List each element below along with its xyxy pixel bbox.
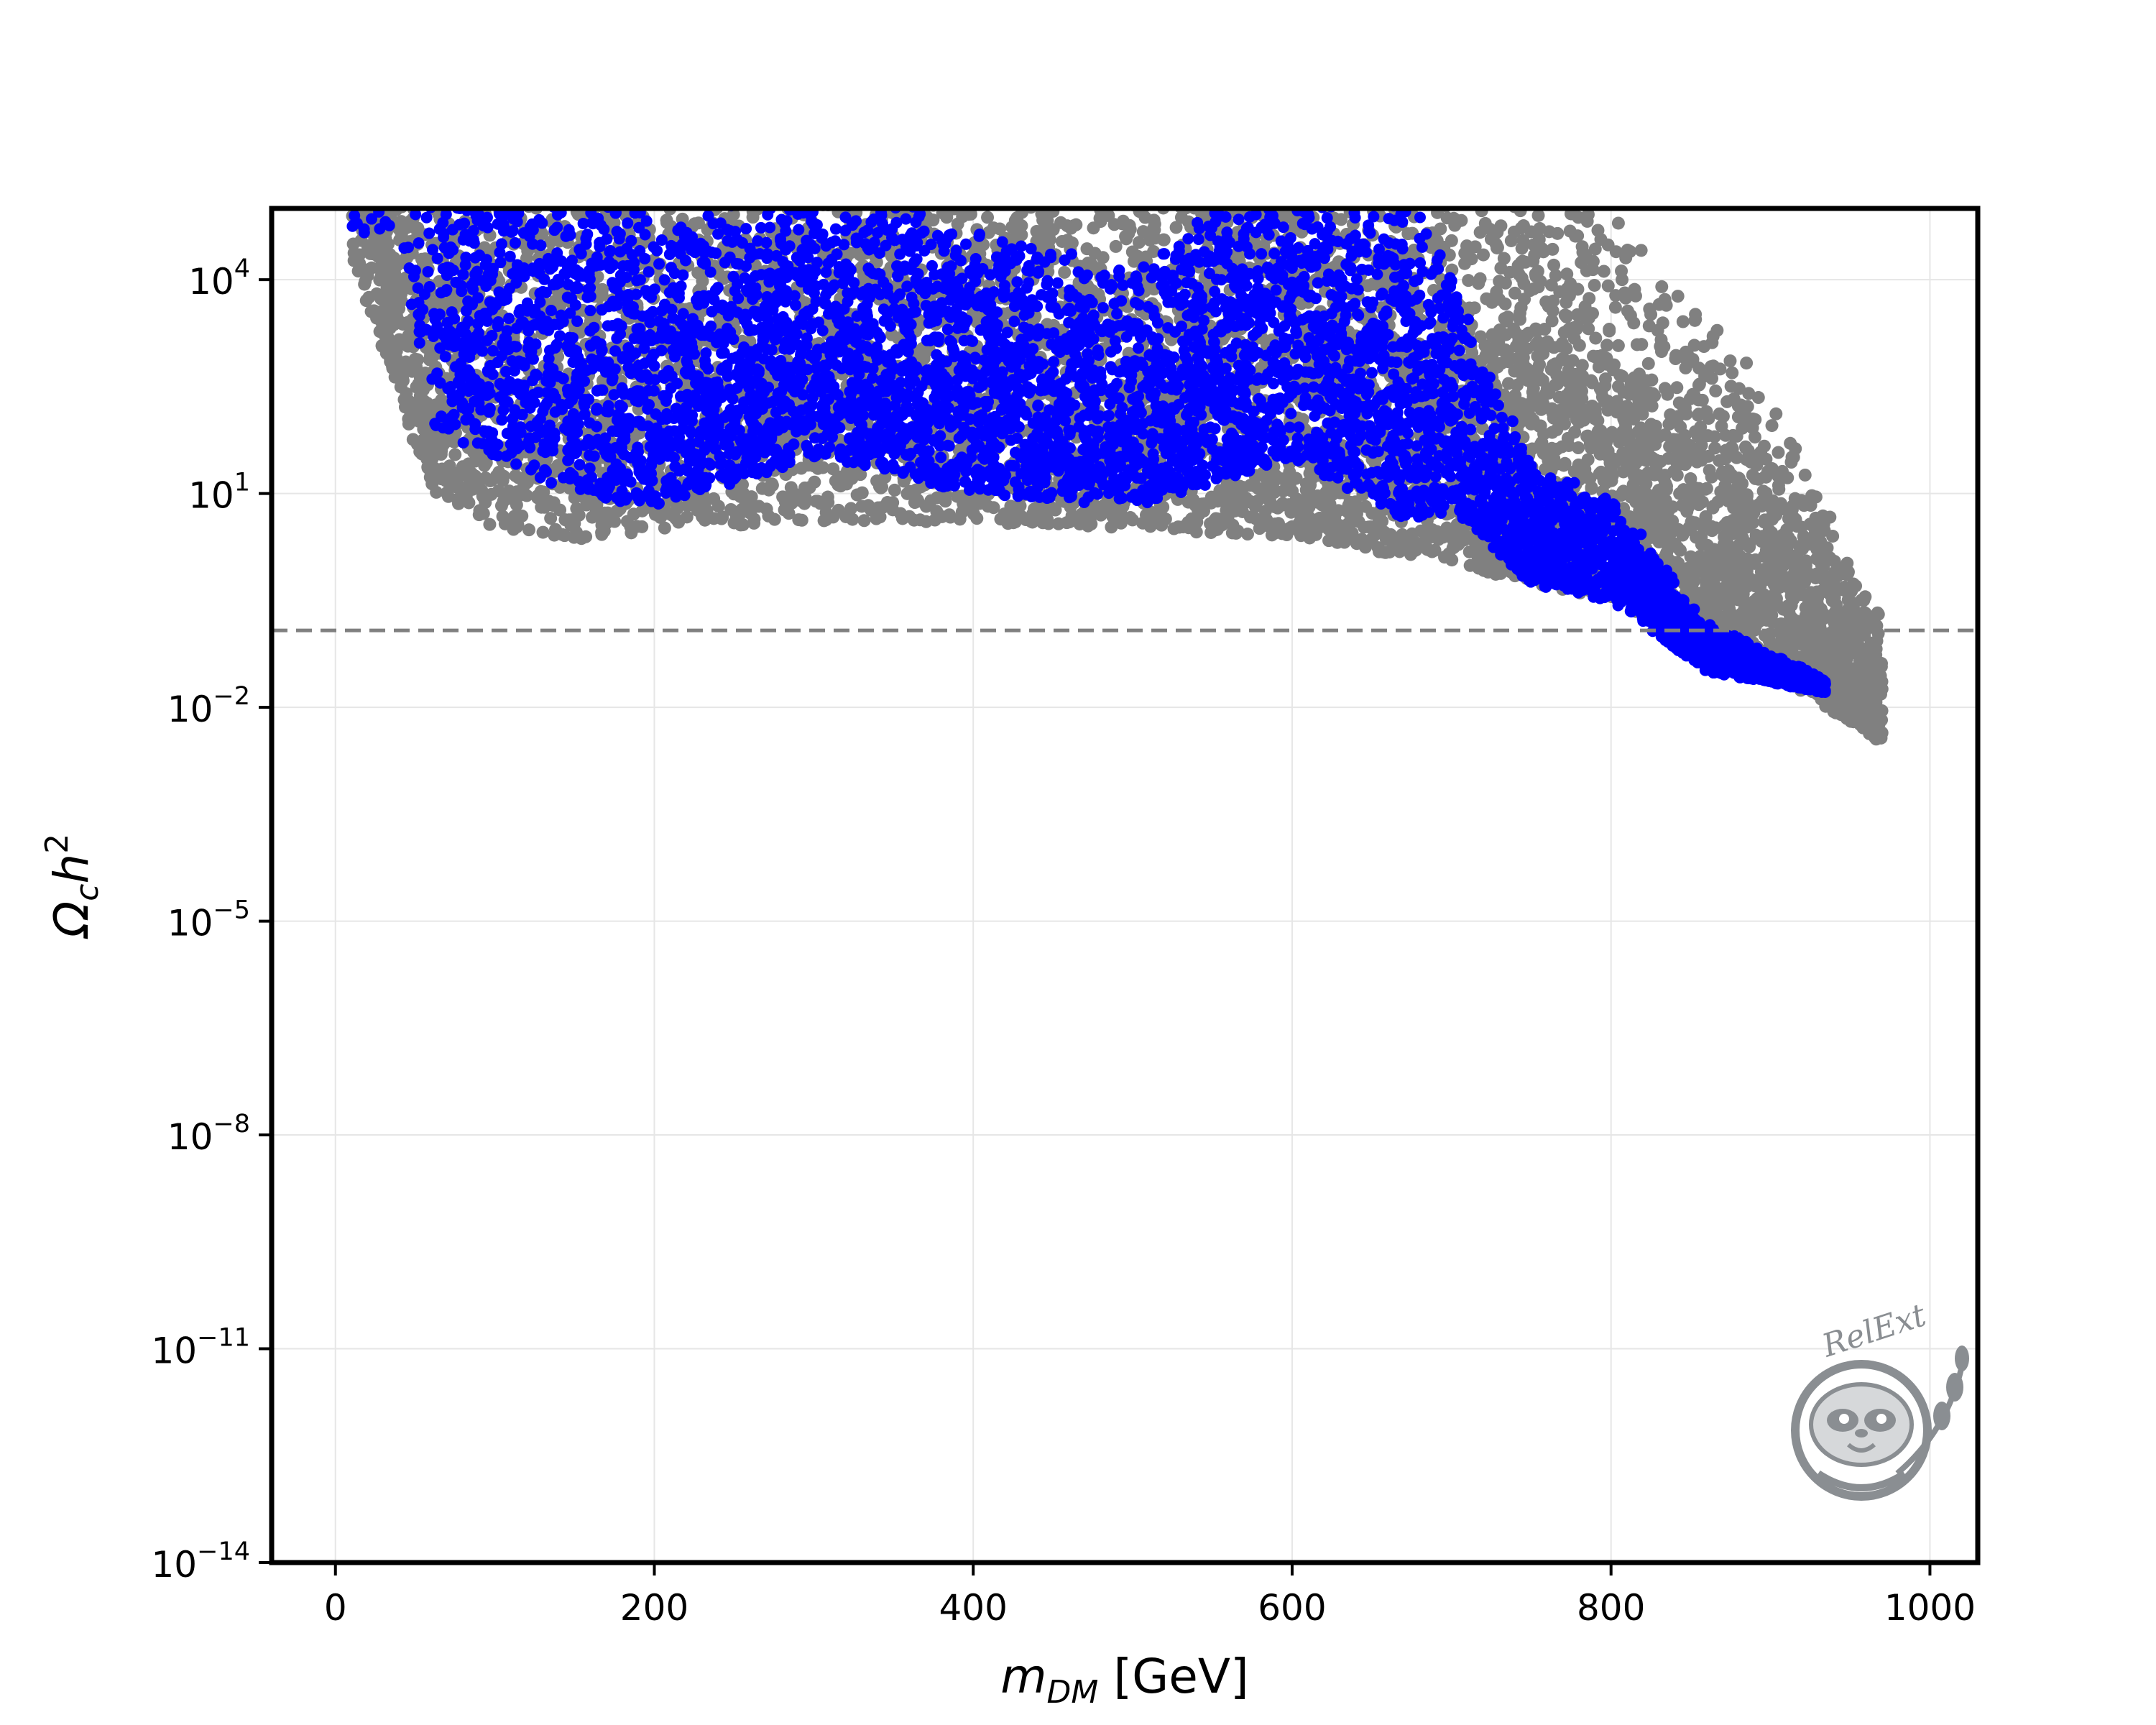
data-point [537,526,550,539]
data-point [1758,440,1771,453]
data-point [1508,287,1521,300]
data-point [1799,469,1812,482]
data-point [1241,528,1254,540]
data-point [1588,279,1601,292]
data-point [1577,246,1590,259]
data-point [1058,266,1071,279]
data-point [1872,608,1885,621]
data-point [1442,548,1455,561]
data-point [1498,312,1511,325]
data-point [1462,274,1475,287]
data-point [981,211,994,224]
data-point [1569,230,1582,243]
data-point [1615,264,1628,277]
data-point [1752,391,1765,404]
data-point [1749,431,1761,443]
data-point [1772,446,1784,459]
data-point [1726,429,1739,442]
data-point [1710,324,1723,337]
data-point [1521,342,1534,355]
data-point [1602,280,1615,293]
data-point [756,482,769,495]
data-point [982,500,995,512]
data-point [1589,331,1602,344]
data-point [1642,357,1655,370]
data-point [1110,240,1123,253]
data-point [522,523,535,536]
data-point [1612,339,1625,352]
data-point [839,510,852,523]
data-point [1858,590,1871,603]
data-point [1772,483,1785,496]
data-point [660,213,673,226]
data-point [1639,477,1652,490]
